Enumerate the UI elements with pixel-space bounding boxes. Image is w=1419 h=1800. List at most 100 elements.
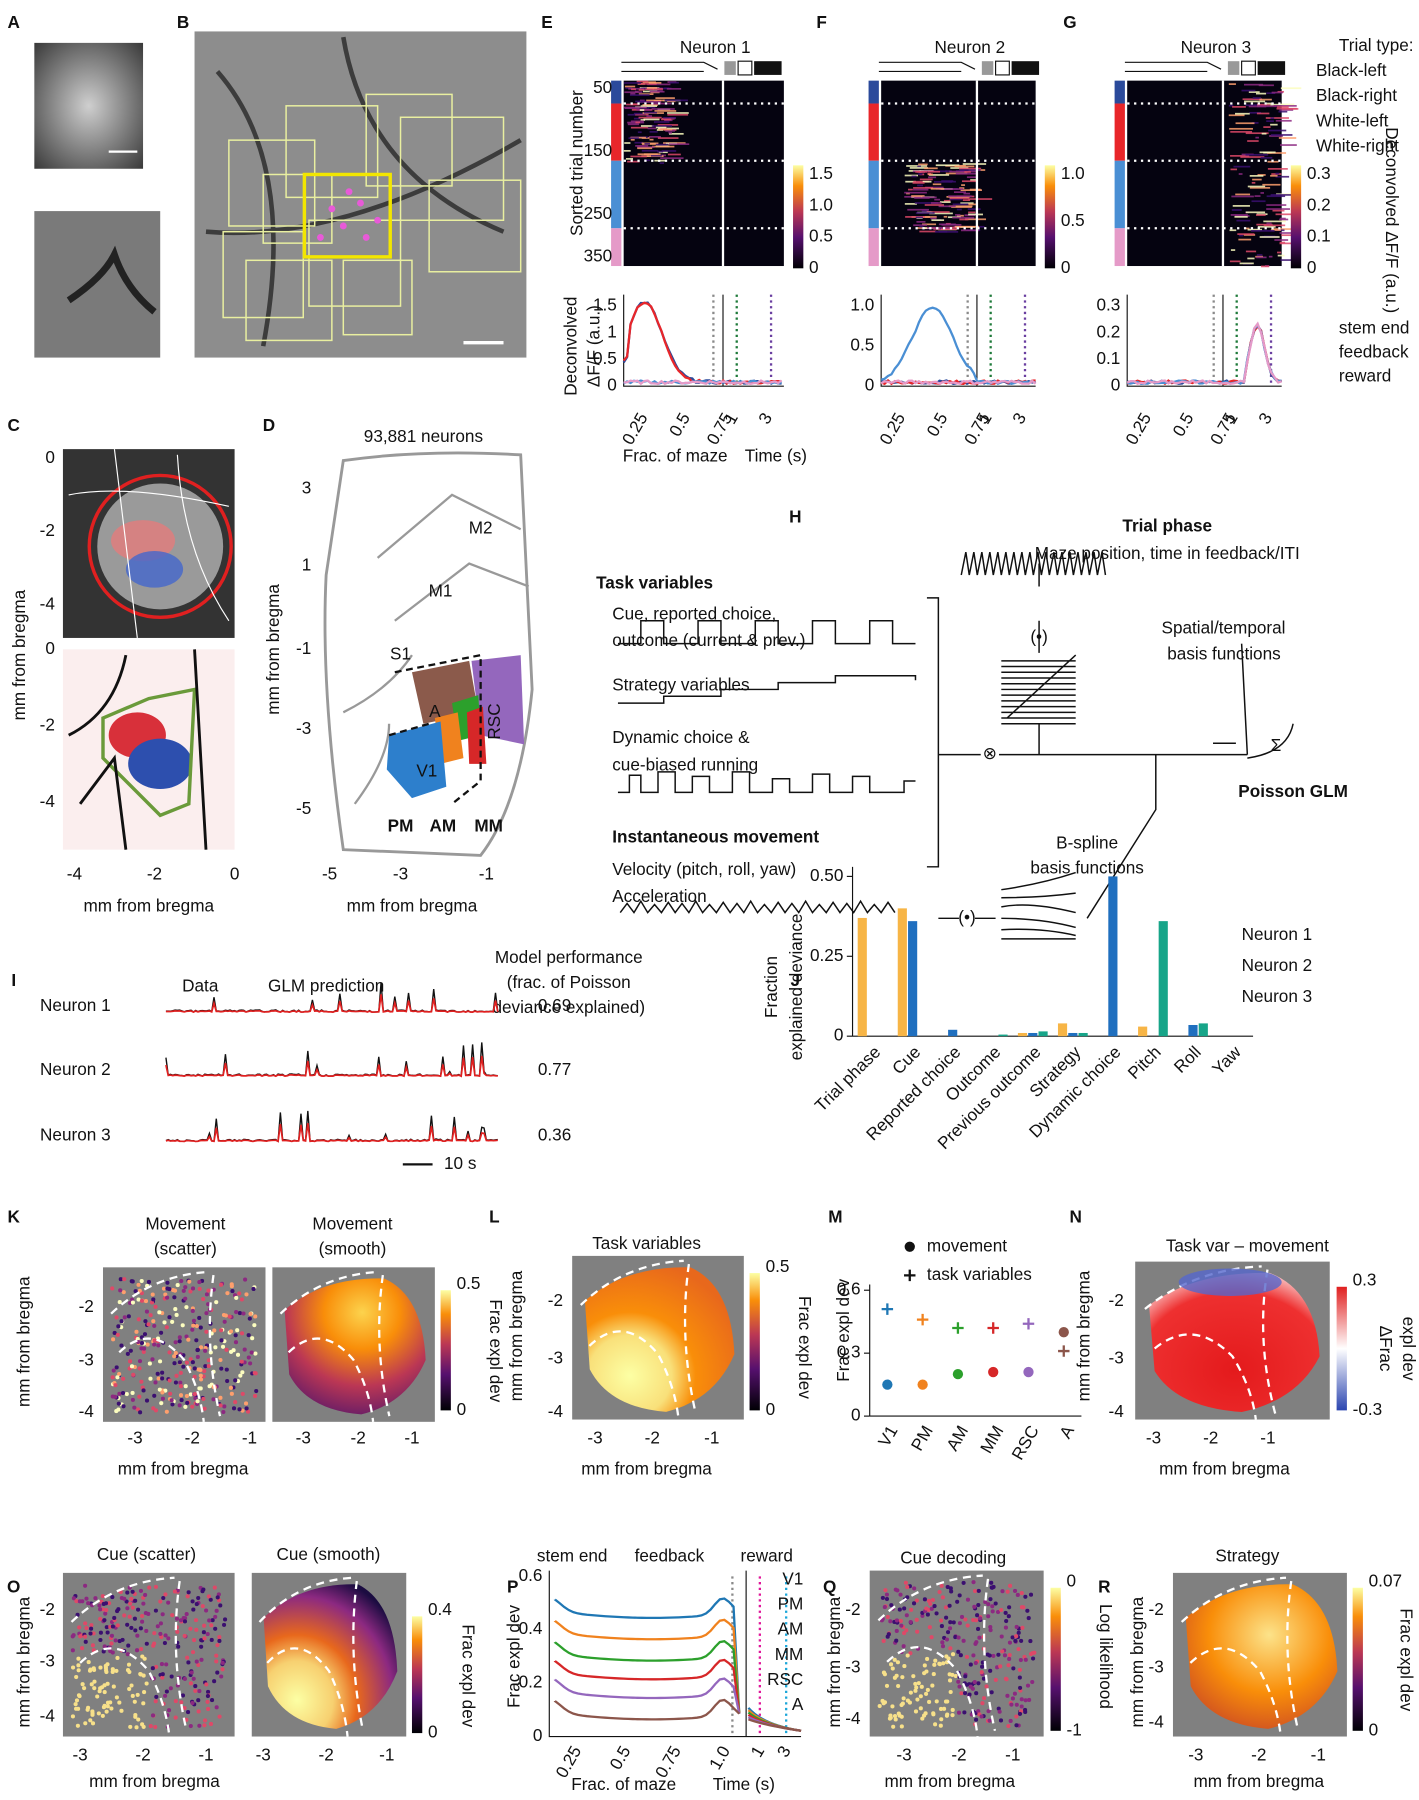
heatmap-cell [955,172,978,175]
neuron-dot [135,1633,140,1638]
bar [1078,1032,1088,1037]
neuron-dot [233,1333,238,1338]
axis-label: Frac expl dev [503,1605,523,1708]
tick-label: -3 [1108,1347,1123,1367]
heatmap-cell [1234,216,1248,218]
axis-label: Deconvolved [561,297,581,396]
heatmap-cell [945,170,952,173]
heatmap-cell [922,223,937,226]
neuron-dot [109,1706,114,1711]
neuron-dot [144,1628,149,1634]
tick-label: -2 [147,863,162,883]
heatmap-cell [1230,214,1248,216]
neuron-dot [148,1376,153,1381]
tick-label: 0.6 [519,1565,543,1585]
neuron-dot [999,1608,1004,1613]
heatmap-cell [645,88,655,90]
neuron-dot [909,1607,914,1612]
neuron-dot [237,1311,242,1316]
neuron-dot [143,1592,148,1598]
neuron-dot [186,1337,191,1342]
heatmap-cell [655,126,667,129]
legend-marker [904,1269,916,1282]
tick-label: 250 [584,203,613,223]
neuron-dot [196,1698,201,1703]
heatmap-cell [955,214,961,216]
heatmap-cell [627,160,640,163]
neuron-dot [190,1286,196,1291]
heatmap-cell [913,224,927,227]
image-a-top [34,42,144,169]
legend-entry: PM [778,1593,804,1613]
tick-label: -3 [1146,1428,1161,1448]
neuron-dot [218,1603,223,1608]
neuron-dot [190,1404,195,1409]
neuron-dot [170,1319,175,1324]
neuron-dot [209,1637,214,1643]
heatmap-cell [939,201,951,203]
tick-label: -5 [296,798,311,818]
heatmap-cell [624,82,641,84]
tick-label: 0.25 [1121,409,1155,448]
legend-entry: stem end [1339,317,1410,337]
neuron-dot [170,1402,175,1407]
tick-label: 350 [584,245,613,265]
neuron-dot [895,1660,900,1665]
tick-label: 1.0 [705,1742,734,1773]
neuron-dot [890,1666,895,1671]
neuron-dot [239,1297,244,1302]
heatmap-cell [1236,219,1251,222]
neuron-dot [202,1636,207,1641]
heatmap-cell [669,81,679,84]
panel-letter: K [8,1207,21,1227]
neuron-dot [1023,1594,1028,1599]
neuron-dot [891,1724,896,1729]
heatmap-cell [915,171,922,173]
legend-entry: AM [778,1619,804,1639]
tick-label: -2 [40,1599,55,1619]
heatmap-cell [1257,174,1266,176]
neuron-dot [1007,1605,1012,1610]
neuron-dot [110,1286,115,1291]
neuron-dot [148,1313,153,1318]
heatmap-cell [926,226,951,229]
neuron-dot [161,1286,167,1291]
heatmap-cell [952,203,969,206]
heatmap-cell [629,94,650,96]
dot [1023,1366,1034,1378]
legend-entry: V1 [782,1568,803,1588]
neuron-dot [115,1655,120,1661]
neuron-dot [128,1601,133,1606]
neuron-dot [1006,1663,1011,1668]
panel-title: (scatter) [154,1239,217,1259]
neuron-dot [154,1664,159,1669]
x-tick-label: A [1055,1421,1078,1441]
neuron-dot [130,1589,135,1594]
neuron-dot [194,1627,199,1632]
neuron-dot [913,1709,919,1714]
tick-label: 3 [773,1742,795,1760]
heatmap-cell [1281,108,1299,110]
neuron-dot [102,1618,107,1623]
heatmap-cell [908,188,913,191]
neuron-dot [221,1409,226,1415]
tick-label: -2 [40,715,55,735]
trial-type-bar [611,228,622,267]
neuron-dot [183,1404,188,1409]
heatmap-cell [653,121,670,123]
heatmap-cell [1233,165,1251,168]
heatmap-cell [1260,192,1265,194]
neuron-dot [927,1699,932,1705]
neuron-dot [950,1707,955,1713]
neuron-dot [86,1660,91,1665]
neuron-dot [229,1284,234,1289]
area-border [258,1576,365,1737]
neuron-dot [190,1599,195,1604]
neuron-dot [148,1724,153,1729]
panel-letter: J [791,970,801,990]
heatmap-cell [1268,129,1287,132]
neuron-dot [204,1682,209,1687]
column-title: Model performance [495,947,643,967]
neuron-dot [129,1683,134,1688]
neuron-dot [971,1580,976,1585]
